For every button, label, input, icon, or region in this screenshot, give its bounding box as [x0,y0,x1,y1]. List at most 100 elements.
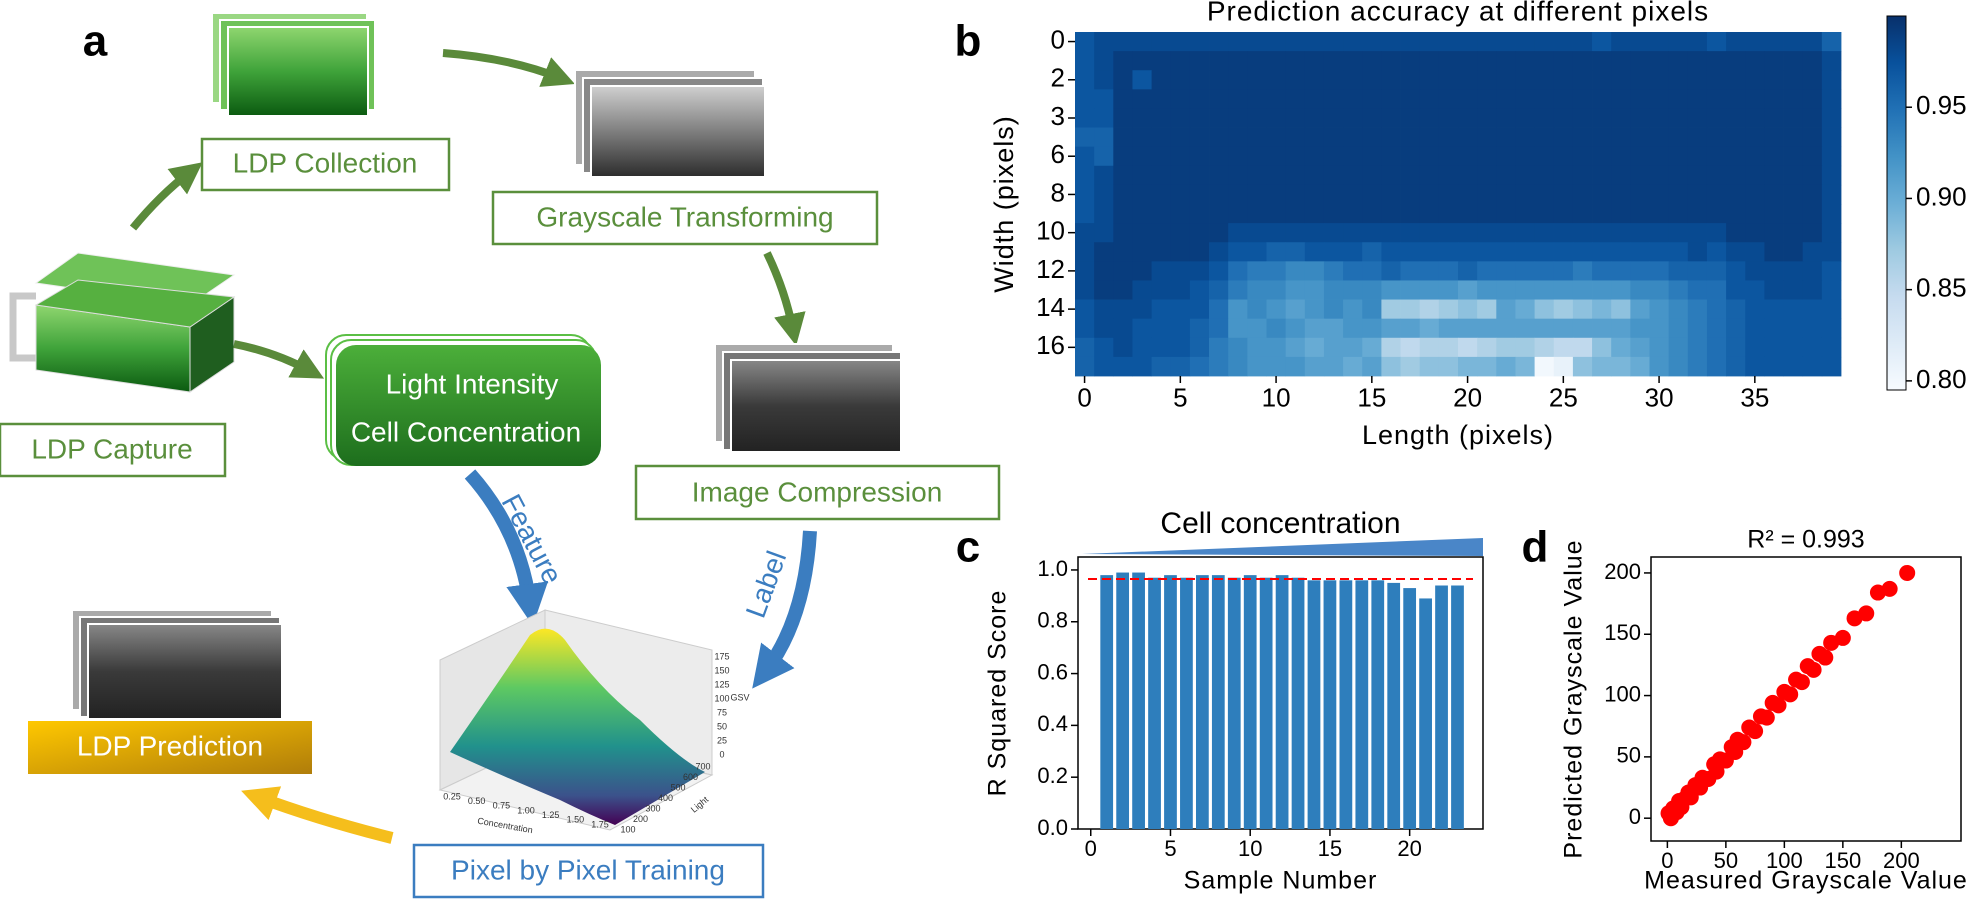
colorbar [1886,15,1907,391]
heatmap-cell [1764,204,1784,224]
heatmap-cell [1381,223,1401,243]
heatmap-cell [1706,89,1727,109]
heatmap-cell [1266,280,1287,300]
y-tick-label: 0.2 [1037,763,1068,788]
heatmap-cell [1151,223,1172,243]
heatmap-cell [1726,108,1746,128]
colorbar-tick-label: 0.85 [1916,273,1967,303]
bar [1195,575,1209,829]
heatmap-cell [1400,165,1421,186]
heatmap-cell [1534,127,1555,148]
heatmap-cell [1630,146,1650,167]
gray-stack [714,343,902,453]
heatmap-cell [1151,299,1172,320]
heatmap-cell [1572,165,1593,186]
heatmap-cell [1764,70,1784,90]
heatmap-cell [1362,242,1382,262]
heatmap-cell [1438,127,1459,148]
heatmap-cell [1477,146,1497,167]
inset-tick: 150 [714,665,729,675]
heatmap-cell [1228,318,1248,339]
heatmap-cell [1821,127,1842,148]
heatmap-cell [1534,32,1555,52]
heatmap-cell [1189,318,1210,339]
heatmap-cell [1113,127,1133,148]
heatmap-cell [1381,337,1401,358]
heatmap-cell [1285,127,1306,148]
heatmap-cell [1649,146,1670,167]
y-tick-label: 3 [1051,101,1065,131]
x-tick-label: 0 [1085,836,1097,861]
heatmap-cell [1266,318,1287,339]
heatmap-cell [1687,356,1708,377]
heatmap-cell [1706,280,1727,300]
inset-tick: 400 [658,793,673,803]
heatmap-cell [1592,32,1612,52]
heatmap-cell [1075,223,1095,243]
heatmap-cell [1266,223,1287,243]
x-tick-label: 5 [1164,836,1176,861]
heatmap-cell [1400,51,1421,71]
heatmap-cell [1706,299,1727,320]
heatmap-cell [1132,146,1152,167]
heatmap-cell [1247,108,1267,128]
heatmap-cell [1419,242,1440,262]
heatmap-cell [1726,70,1746,90]
heatmap-cell [1343,89,1363,109]
heatmap-cell [1438,108,1459,128]
heatmap-cell [1668,108,1689,128]
heatmap-cell [1113,108,1133,128]
heatmap-cell [1477,165,1497,186]
heatmap-cell [1266,89,1287,109]
heatmap-cell [1458,318,1478,339]
heatmap-cell [1649,89,1670,109]
heatmap-cell [1649,32,1670,52]
heatmap-cell [1170,204,1191,224]
bar [1275,575,1289,829]
heatmap-cell [1323,51,1344,71]
heatmap-cell [1477,242,1497,262]
heatmap-cell [1706,337,1727,358]
point [1858,605,1875,622]
heatmap-cell [1247,261,1267,281]
heatmap-cell [1400,223,1421,243]
heatmap-cell [1266,204,1287,224]
heatmap-cell [1496,127,1516,148]
heatmap-cell [1611,51,1631,71]
x-tick-label: 30 [1645,382,1674,412]
heatmap-cell [1094,108,1114,128]
y-tick-label: 100 [1604,681,1641,706]
heatmap-cell [1553,51,1574,71]
heatmap-cell [1553,204,1574,224]
heatmap-cell [1304,51,1325,71]
heatmap-cell [1611,204,1631,224]
heatmap-cell [1611,70,1631,90]
heatmap-cell [1381,261,1401,281]
heatmap-cell [1113,337,1133,358]
heatmap-cell [1113,356,1133,377]
heatmap-cell [1630,261,1650,281]
inset-tick: 700 [695,761,710,771]
heatmap-cell [1534,108,1555,128]
point [1782,686,1799,703]
heatmap-cell [1649,223,1670,243]
inset-tick: 0.75 [493,801,511,811]
heatmap-cell [1745,184,1765,205]
y-tick-label: 1.0 [1037,556,1068,581]
heatmap-cell [1362,261,1382,281]
heatmap-cell [1438,165,1459,186]
heatmap-cell [1132,108,1152,128]
heatmap-cell [1132,127,1152,148]
heatmap-cell [1170,356,1191,377]
heatmap-cell [1687,337,1708,358]
heatmap-cell [1649,318,1670,339]
heatmap-cell [1553,280,1574,300]
heatmap-cell [1247,280,1267,300]
heatmap-cell [1343,108,1363,128]
heatmap-cell [1706,51,1727,71]
heatmap-cell [1764,51,1784,71]
bar [1435,585,1448,829]
heatmap-cell [1323,146,1344,167]
heatmap-cell [1132,70,1152,90]
grayscale-box [491,190,879,246]
